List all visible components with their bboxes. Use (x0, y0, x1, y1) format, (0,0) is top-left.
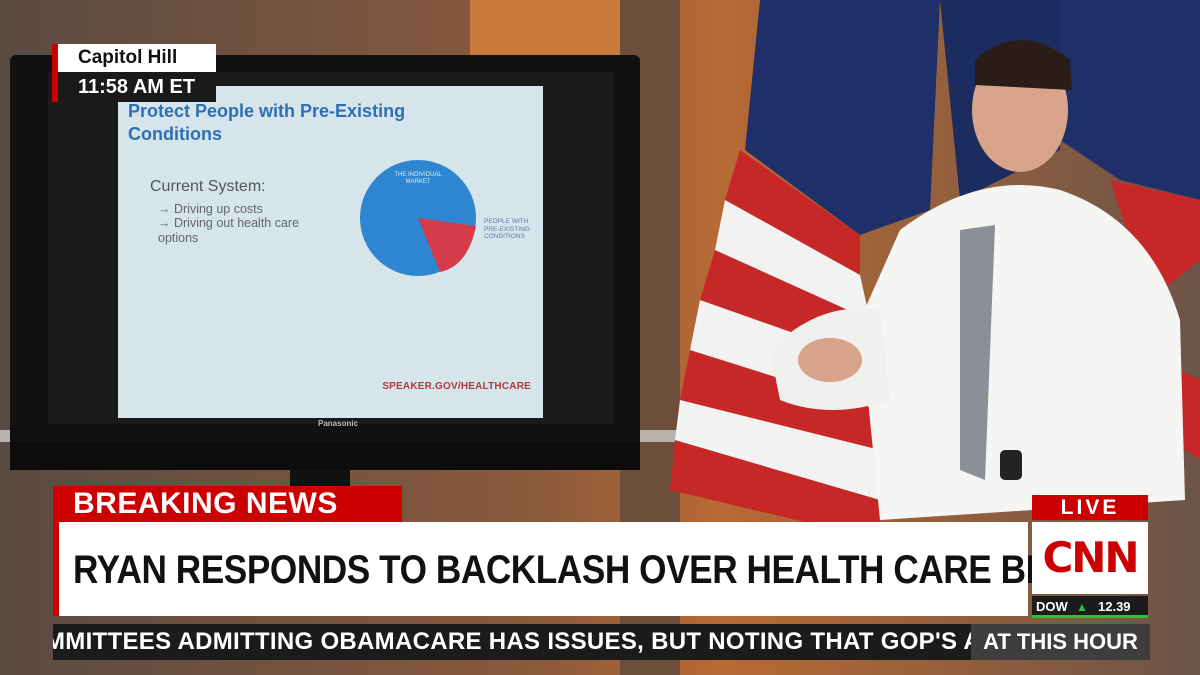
live-badge: LIVE (1032, 495, 1148, 520)
dow-label: DOW (1036, 599, 1068, 614)
pie-label-main: THE INDIVIDUAL MARKET (394, 172, 442, 185)
tv-brand-logo: Panasonic (318, 419, 359, 428)
location-bug: Capitol Hill 11:58 AM ET (52, 44, 216, 102)
pie-slice-preexisting (418, 218, 476, 272)
dow-up-line (1032, 615, 1148, 618)
pie-chart (360, 160, 476, 276)
slide-subtitle: Current System: (150, 178, 266, 195)
location-title: Capitol Hill (52, 44, 216, 72)
headline-bar: RYAN RESPONDS TO BACKLASH OVER HEALTH CA… (53, 522, 1078, 616)
slide-title: Protect People with Pre-Existing Conditi… (128, 101, 406, 144)
dow-value: 12.39 (1098, 599, 1131, 614)
pie-label-slice: PEOPLE WITH PRE-EXISTING CONDITIONS (484, 218, 530, 240)
presentation-slide: Protect People with Pre-Existing Conditi… (118, 86, 543, 418)
network-logo-box: CNN (1032, 522, 1148, 594)
dow-indicator: DOW ▲ 12.39 (1032, 596, 1148, 618)
news-ticker: MMITTEES ADMITTING OBAMACARE HAS ISSUES,… (53, 624, 971, 660)
ticker-text: MMITTEES ADMITTING OBAMACARE HAS ISSUES,… (53, 628, 971, 655)
slide-bullet-2: → Driving out health care options (158, 216, 300, 245)
slide-url: SPEAKER.GOV/HEALTHCARE (382, 381, 531, 392)
up-arrow-icon: ▲ (1076, 600, 1088, 614)
slide-bullet-1: → Driving up costs (158, 202, 263, 216)
location-time: 11:58 AM ET (52, 72, 216, 102)
cnn-logo: CNN (1042, 533, 1139, 582)
show-name-badge: AT THIS HOUR (971, 624, 1150, 660)
breaking-news-banner: BREAKING NEWS (53, 486, 402, 522)
headline-text: RYAN RESPONDS TO BACKLASH OVER HEALTH CA… (73, 548, 1078, 592)
